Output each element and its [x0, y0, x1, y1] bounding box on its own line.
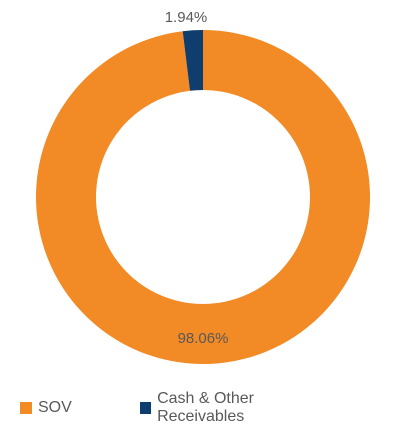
slice-label-cash: 1.94% [165, 9, 208, 26]
legend-label-sov: SOV [38, 399, 72, 416]
legend-label-cash: Cash & Other Receivables [157, 390, 254, 425]
pie-slice-sov [35, 30, 370, 364]
legend-swatch-sov [20, 402, 32, 414]
chart-legend: SOV Cash & Other Receivables [20, 390, 402, 426]
slice-label-sov: 98.06% [178, 330, 229, 347]
legend-swatch-cash [139, 402, 152, 414]
legend-item-sov: SOV [20, 399, 72, 417]
legend-item-cash: Cash & Other Receivables [139, 390, 334, 426]
pie-slice-cash [182, 30, 203, 91]
